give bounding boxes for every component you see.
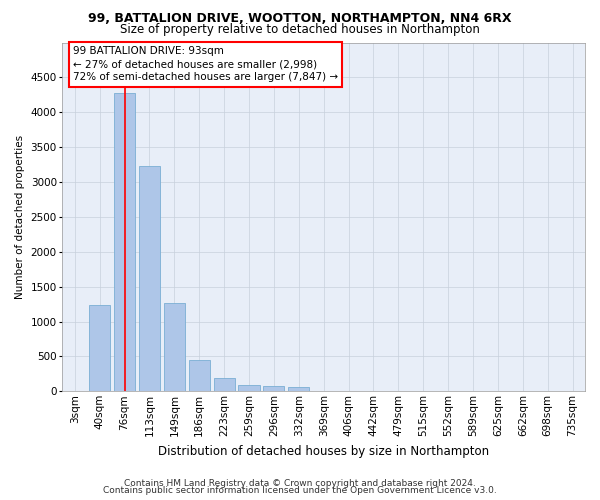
Y-axis label: Number of detached properties: Number of detached properties: [15, 135, 25, 299]
Bar: [188, 360, 210, 392]
Bar: [263, 386, 284, 392]
Bar: [139, 166, 160, 392]
Text: Contains public sector information licensed under the Open Government Licence v3: Contains public sector information licen…: [103, 486, 497, 495]
Bar: [114, 92, 135, 392]
Bar: [288, 388, 310, 392]
Text: Contains HM Land Registry data © Crown copyright and database right 2024.: Contains HM Land Registry data © Crown c…: [124, 478, 476, 488]
Bar: [164, 302, 185, 392]
Bar: [89, 306, 110, 392]
Text: 99, BATTALION DRIVE, WOOTTON, NORTHAMPTON, NN4 6RX: 99, BATTALION DRIVE, WOOTTON, NORTHAMPTO…: [88, 12, 512, 26]
Bar: [214, 378, 235, 392]
Text: 99 BATTALION DRIVE: 93sqm
← 27% of detached houses are smaller (2,998)
72% of se: 99 BATTALION DRIVE: 93sqm ← 27% of detac…: [73, 46, 338, 82]
X-axis label: Distribution of detached houses by size in Northampton: Distribution of detached houses by size …: [158, 444, 489, 458]
Text: Size of property relative to detached houses in Northampton: Size of property relative to detached ho…: [120, 22, 480, 36]
Bar: [238, 384, 260, 392]
